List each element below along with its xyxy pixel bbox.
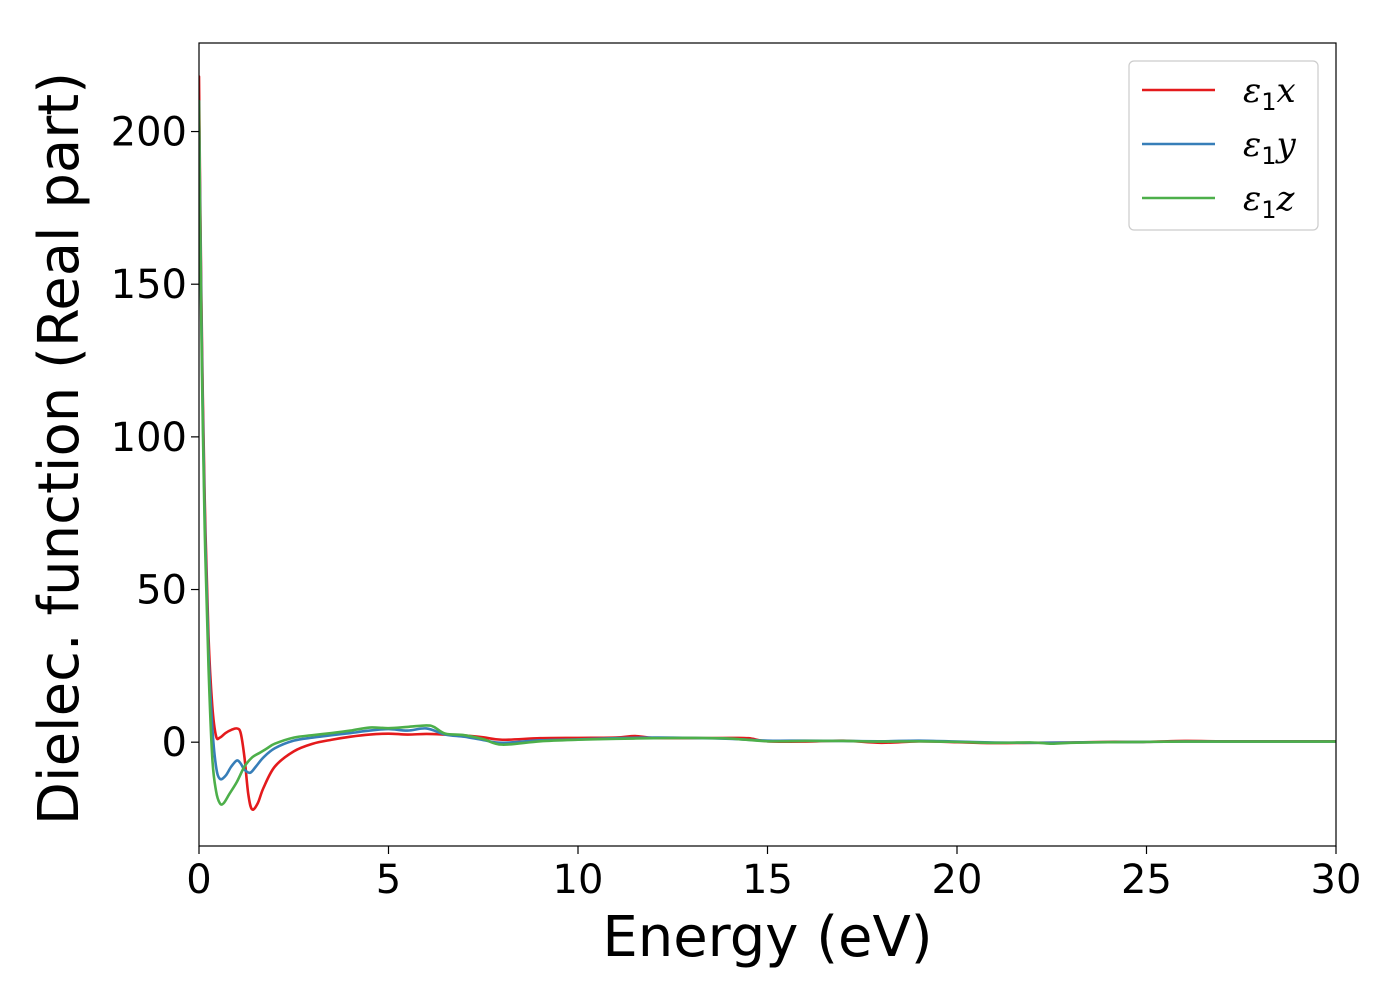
x-tick-label: 0: [186, 857, 211, 903]
y-tick-label: 50: [136, 568, 187, 614]
y-tick-label: 150: [111, 262, 187, 308]
legend-box: [1128, 60, 1319, 231]
x-axis-ticks: 0 5 10 15 20 25 30: [186, 846, 1361, 903]
y-axis-ticks: 0 50 100 150 200: [111, 110, 199, 766]
x-tick-label: 10: [553, 857, 604, 903]
x-axis-label: Energy (eV): [602, 905, 932, 970]
series-line-z: [199, 99, 1336, 806]
x-tick-label: 5: [376, 857, 401, 903]
series-layer: [199, 75, 1336, 811]
y-tick-label: 0: [162, 720, 187, 766]
x-tick-label: 25: [1121, 857, 1172, 903]
legend-label-z: ε1z: [1243, 179, 1296, 224]
y-axis-label: Dielec. function (Real part): [27, 72, 92, 825]
y-tick-label: 100: [111, 415, 187, 461]
legend-label-x: ε1x: [1243, 71, 1296, 116]
y-tick-label: 200: [111, 110, 187, 156]
legend-label-y: ε1y: [1243, 125, 1297, 170]
x-tick-label: 30: [1311, 857, 1362, 903]
legend: ε1x ε1y ε1z: [1128, 60, 1319, 231]
x-tick-label: 15: [742, 857, 793, 903]
x-tick-label: 20: [932, 857, 983, 903]
